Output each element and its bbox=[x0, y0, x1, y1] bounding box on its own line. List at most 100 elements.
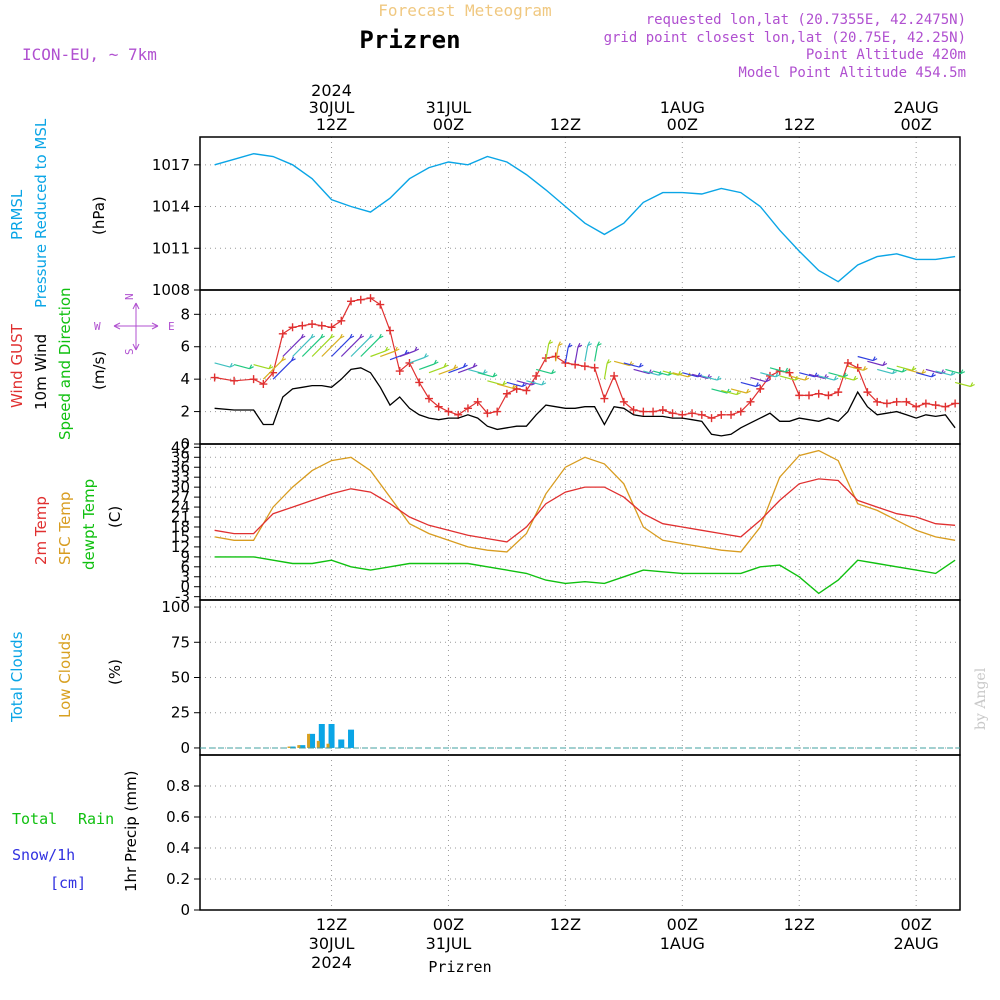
wind-direction-arrow bbox=[555, 341, 563, 362]
y-tick-label: 0 bbox=[180, 578, 190, 596]
gust-point bbox=[532, 371, 541, 380]
y-tick-label: 21 bbox=[171, 508, 190, 526]
wind-direction-arrow bbox=[292, 333, 316, 357]
wind-direction-arrow bbox=[350, 333, 374, 357]
low-clouds-bar bbox=[326, 743, 330, 748]
gust-point bbox=[688, 409, 697, 418]
snow-unit-label: [cm] bbox=[50, 874, 86, 892]
gust-point bbox=[434, 402, 443, 411]
gust-point bbox=[629, 405, 638, 414]
gust-point bbox=[347, 297, 356, 306]
point-altitude: Point Altitude 420m bbox=[806, 47, 966, 63]
time-tick-label-top: 12Z bbox=[550, 115, 581, 134]
gust-point bbox=[395, 367, 404, 376]
sfc-temp-label: SFC Temp bbox=[56, 492, 74, 565]
series-gust-line bbox=[214, 297, 956, 419]
gust-point bbox=[580, 362, 589, 371]
wind-direction-arrow bbox=[916, 372, 936, 378]
wind-direction-arrow bbox=[301, 333, 325, 357]
gust-point bbox=[473, 397, 482, 406]
y-tick-label: 8 bbox=[180, 305, 190, 323]
gust-point bbox=[590, 363, 599, 372]
gust-point bbox=[668, 409, 677, 418]
total-clouds-bar bbox=[309, 733, 316, 748]
wind-direction-arrow bbox=[409, 353, 429, 364]
time-tick-label-bottom: 00Z bbox=[900, 915, 931, 934]
time-tick-label-bottom: 00Z bbox=[667, 915, 698, 934]
gust-point bbox=[804, 391, 813, 400]
wind-direction-arrow bbox=[769, 367, 790, 373]
y-tick-label: 1017 bbox=[152, 156, 190, 174]
y-tick-label: 1014 bbox=[152, 198, 190, 216]
wind-direction-arrow bbox=[828, 372, 849, 378]
wind-direction-arrow bbox=[282, 333, 306, 357]
gust-point bbox=[795, 391, 804, 400]
y-tick-label: 24 bbox=[171, 498, 190, 516]
gust-point bbox=[337, 316, 346, 325]
gust-point bbox=[921, 399, 930, 408]
wind-direction-arrow bbox=[954, 381, 975, 388]
time-tick-label-bottom: 31JUL bbox=[426, 934, 472, 953]
wind-direction-arrow bbox=[603, 359, 612, 380]
gust-point bbox=[249, 375, 258, 384]
wind-direction-arrow bbox=[789, 375, 810, 381]
gust-point bbox=[366, 294, 375, 303]
wind-direction-arrow bbox=[945, 368, 966, 375]
gust-point bbox=[892, 397, 901, 406]
y-tick-label: 1008 bbox=[152, 281, 190, 299]
y-tick-label: 0 bbox=[180, 901, 190, 919]
wind-direction-arrow bbox=[253, 364, 274, 370]
wind-direction-arrow bbox=[467, 368, 488, 375]
footer-location: Prizren bbox=[428, 958, 491, 976]
gust-point bbox=[931, 401, 940, 410]
time-tick-label-bottom: 1AUG bbox=[660, 934, 705, 953]
total-clouds-bar bbox=[289, 746, 296, 748]
wind-direction-arrow bbox=[370, 346, 390, 358]
gust-point bbox=[376, 300, 385, 309]
wind-direction-arrow bbox=[818, 375, 839, 381]
time-tick-label-bottom: 30JUL bbox=[309, 934, 355, 953]
wind-direction-arrow bbox=[448, 362, 468, 374]
gust-point bbox=[230, 376, 239, 385]
series-t2m-line bbox=[214, 478, 956, 543]
time-tick-label-top: 31JUL bbox=[426, 98, 472, 117]
chart-title: Prizren bbox=[359, 26, 460, 54]
gust-point bbox=[483, 409, 492, 418]
wind-direction-arrow bbox=[331, 333, 355, 357]
wind-direction-arrow bbox=[438, 364, 459, 375]
svg-text:W: W bbox=[94, 320, 101, 333]
gust-point bbox=[619, 397, 628, 406]
gust-point bbox=[824, 391, 833, 400]
gust-point bbox=[697, 410, 706, 419]
pressure-unit-label: (hPa) bbox=[90, 196, 108, 235]
time-tick-label-top: 00Z bbox=[667, 115, 698, 134]
y-tick-label: 42 bbox=[171, 438, 190, 456]
time-tick-label-top: 30JUL bbox=[309, 98, 355, 117]
y-tick-label: 50 bbox=[171, 669, 190, 687]
gust-point bbox=[912, 402, 921, 411]
gust-point bbox=[463, 404, 472, 413]
wind-direction-arrow bbox=[760, 372, 780, 378]
wind-direction-arrow bbox=[594, 341, 602, 362]
wind-direction-arrow bbox=[311, 333, 335, 357]
rain-label-a: Total bbox=[12, 810, 57, 828]
y-tick-label: 33 bbox=[171, 468, 190, 486]
gust-point bbox=[941, 402, 950, 411]
gust-point bbox=[756, 384, 765, 393]
wind-direction-arrow bbox=[536, 368, 556, 375]
gust-point bbox=[493, 407, 502, 416]
y-tick-label: 0.6 bbox=[166, 808, 190, 826]
time-tick-label-top: 2AUG bbox=[894, 98, 939, 117]
wind-direction-arrow bbox=[896, 365, 917, 371]
time-tick-label-top: 12Z bbox=[784, 115, 815, 134]
wind-direction-arrow bbox=[477, 372, 498, 378]
total-clouds-bar bbox=[338, 739, 345, 748]
total-clouds-label: Total Clouds bbox=[8, 631, 26, 723]
y-tick-label: 0 bbox=[180, 435, 190, 453]
watermark: by Angel bbox=[973, 667, 989, 730]
time-tick-label-bottom: 2AUG bbox=[894, 934, 939, 953]
gust-point bbox=[882, 399, 891, 408]
gust-point bbox=[444, 407, 453, 416]
y-tick-label: 18 bbox=[171, 518, 190, 536]
wind-direction-arrow bbox=[321, 333, 345, 357]
